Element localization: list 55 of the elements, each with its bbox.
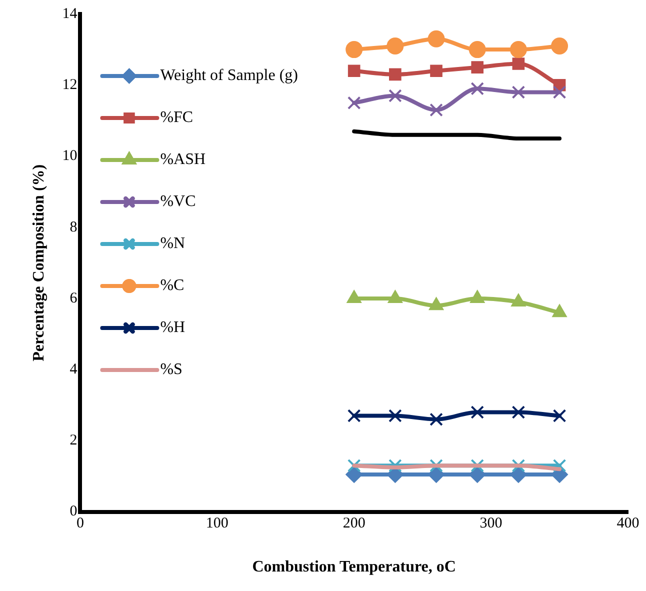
- y-tick-label: 4: [70, 362, 78, 378]
- y-tick-label: 14: [62, 6, 78, 22]
- legend-label: %VC: [160, 193, 196, 210]
- y-tick-label: 0: [70, 504, 78, 520]
- point: [389, 68, 402, 81]
- legend-label: Weight of Sample (g): [160, 67, 298, 84]
- point: [430, 412, 443, 426]
- point: [552, 458, 566, 472]
- point: [386, 38, 404, 54]
- point: [347, 409, 361, 422]
- x-axis-title: Combustion Temperature, oC: [252, 558, 456, 576]
- y-tick-label: 2: [70, 432, 78, 449]
- legend-label: %S: [160, 361, 182, 378]
- point: [347, 458, 361, 472]
- y-axis-title: Percentage Composition (%): [30, 164, 48, 362]
- legend-label: %H: [160, 319, 186, 336]
- point: [512, 458, 526, 472]
- point: [348, 64, 360, 78]
- point: [388, 89, 402, 102]
- point: [512, 406, 526, 419]
- point: [468, 41, 486, 58]
- y-tick-label: 12: [62, 77, 78, 94]
- x-tick-label: 400: [616, 516, 640, 532]
- point: [347, 96, 361, 110]
- point: [470, 406, 484, 419]
- x-tick-label: 100: [206, 516, 228, 532]
- point: [552, 409, 566, 422]
- legend-label: %N: [160, 235, 186, 252]
- y-tick-label: 10: [62, 148, 78, 164]
- point: [510, 41, 527, 58]
- point: [470, 458, 484, 472]
- point: [468, 466, 486, 483]
- point: [552, 86, 566, 99]
- legend-label: %C: [160, 277, 184, 294]
- point: [471, 61, 484, 74]
- x-tick-label: 300: [480, 516, 502, 532]
- point: [430, 103, 443, 117]
- legend-label: %ASH: [160, 151, 206, 168]
- point: [346, 41, 363, 58]
- legend-label: %FC: [160, 109, 194, 126]
- point: [388, 409, 402, 422]
- point: [551, 38, 568, 54]
- point: [510, 466, 527, 483]
- y-tick-label: 6: [70, 290, 78, 306]
- point: [512, 58, 525, 70]
- point: [512, 86, 526, 99]
- point: [388, 458, 402, 472]
- point: [428, 466, 445, 483]
- point: [428, 30, 445, 48]
- point: [430, 64, 442, 78]
- y-tick-label: 8: [70, 219, 78, 236]
- point: [346, 466, 363, 483]
- point: [430, 458, 443, 472]
- x-tick-label: 200: [342, 516, 366, 532]
- point: [470, 82, 484, 96]
